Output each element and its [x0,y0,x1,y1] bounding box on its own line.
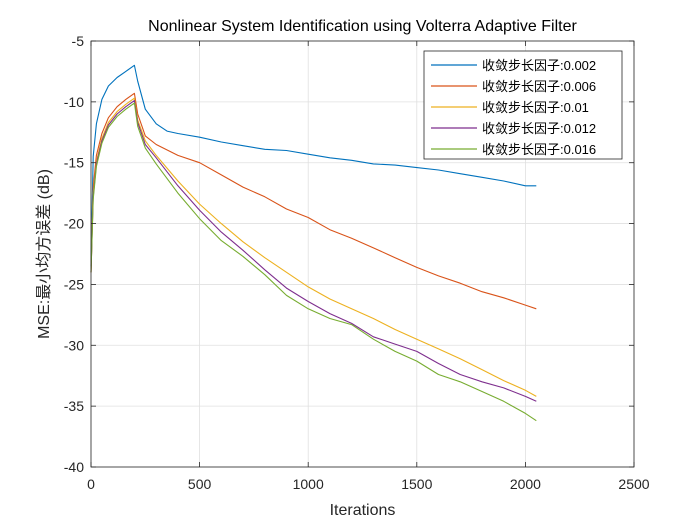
x-tick-label: 0 [87,476,95,492]
x-tick-label: 1500 [401,476,432,492]
legend-box [423,50,623,160]
y-tick-label: -25 [64,276,84,292]
x-tick-label: 2500 [618,476,649,492]
axis-ticks: 0 500 1000 1500 2000 2500 -40 -35 -30 -25 -20 -15 -1… [64,33,650,492]
x-tick-label: 500 [188,476,212,492]
series-lines [90,64,537,422]
x-tick-label: 1000 [293,476,324,492]
legend-label-1: 收敛步长因子:0.002 [482,58,596,73]
plot-frame [90,40,635,468]
y-tick-label: -5 [72,33,85,49]
legend: 收敛步长因子:0.002 收敛步长因子:0.006 收敛步长因子:0.01 收敛步长因… [423,50,623,160]
legend-label-3: 收敛步长因子:0.01 [482,100,589,115]
legend-label-2: 收敛步长因子:0.006 [482,79,596,94]
y-axis-label: MSE:最小均方误差 (dB) [35,169,53,339]
x-tick-label: 2000 [510,476,541,492]
y-tick-label: -15 [64,155,84,171]
y-tick-label: -10 [64,94,84,110]
legend-label-4: 收敛步长因子:0.012 [482,121,596,136]
series-line-2 [90,92,537,310]
series-line-1 [90,64,537,267]
y-tick-label: -40 [64,459,84,475]
y-tick-label: -30 [64,337,84,353]
series-line-4 [90,100,537,402]
x-axis-label: Iterations [330,502,396,519]
y-tick-label: -20 [64,216,84,232]
series-line-5 [90,102,537,422]
chart-title: Nonlinear System Identification using Vo… [148,18,577,35]
y-tick-label: -35 [64,398,84,414]
series-line-3 [90,97,537,397]
legend-label-5: 收敛步长因子:0.016 [482,142,596,157]
